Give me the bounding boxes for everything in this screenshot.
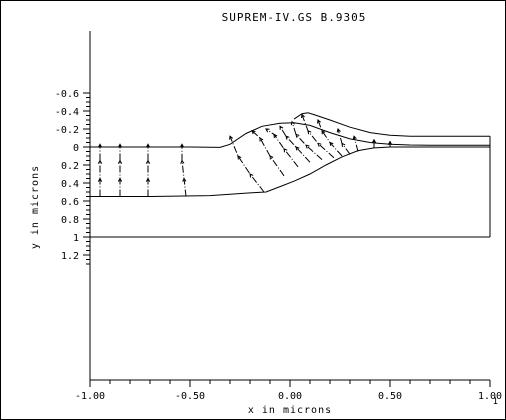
y-tick-label: 1 bbox=[73, 233, 79, 244]
axes bbox=[89, 31, 490, 381]
flow-arrowhead bbox=[273, 133, 278, 138]
flow-arrowhead bbox=[290, 120, 295, 126]
flow-arrowhead bbox=[251, 130, 256, 135]
flow-arrowhead bbox=[97, 177, 103, 182]
chart-title: SUPREM-IV.GS B.9305 bbox=[222, 11, 367, 24]
flow-line-8 bbox=[279, 126, 311, 163]
flow-arrowhead bbox=[279, 125, 284, 130]
flow-arrowhead bbox=[295, 146, 300, 151]
flow-arrowhead bbox=[97, 159, 103, 164]
y-tick-label: 0.4 bbox=[61, 179, 79, 190]
flow-arrowhead bbox=[265, 128, 270, 133]
flow-arrowhead bbox=[305, 144, 310, 149]
x-ticks: -1.00 -0.50 0.00 0.50 1.00 bbox=[75, 380, 502, 402]
flow-arrowhead bbox=[237, 155, 242, 160]
y-ticks: -0.6 -0.4 -0.2 0 0.2 0.4 0.6 0.8 1 1.2 bbox=[55, 89, 90, 265]
flow-arrowhead bbox=[307, 129, 312, 135]
flow-line-10 bbox=[301, 114, 335, 159]
flow-line-9 bbox=[291, 121, 323, 160]
boundary-line-1 bbox=[90, 122, 490, 148]
flow-arrowhead bbox=[329, 141, 334, 147]
flow-arrowhead bbox=[182, 177, 187, 182]
x-tick-label: 0.50 bbox=[378, 391, 402, 402]
flow-arrowhead bbox=[341, 142, 346, 147]
x-tick-label: -1.00 bbox=[75, 391, 105, 402]
boundary-line-3 bbox=[90, 146, 490, 197]
y-tick-label: 0.8 bbox=[61, 215, 79, 226]
flow-arrowhead bbox=[117, 159, 123, 164]
y-tick-label: 1.2 bbox=[61, 251, 79, 262]
y-tick-label: -0.6 bbox=[55, 89, 79, 100]
flow-arrowhead bbox=[285, 135, 290, 140]
flow-arrowhead bbox=[295, 133, 300, 138]
y-tick-label: 0.6 bbox=[61, 197, 79, 208]
flow-arrowhead bbox=[301, 113, 305, 119]
page-number: 1 bbox=[493, 397, 498, 407]
flow-arrowhead bbox=[117, 177, 123, 182]
vector-layer bbox=[97, 113, 393, 197]
flow-line-11 bbox=[317, 119, 343, 157]
y-tick-label: 0.2 bbox=[61, 161, 79, 172]
flow-line-12 bbox=[337, 128, 351, 155]
flow-arrowhead bbox=[283, 147, 288, 153]
boundary-line-2 bbox=[293, 112, 490, 137]
flow-arrowhead bbox=[145, 159, 151, 164]
flow-arrowhead bbox=[145, 143, 151, 148]
flow-arrowhead bbox=[249, 173, 254, 178]
flow-arrowhead bbox=[269, 155, 274, 160]
x-tick-label: 0.00 bbox=[278, 391, 302, 402]
y-tick-label: -0.4 bbox=[55, 107, 79, 118]
flow-arrowhead bbox=[229, 135, 234, 140]
flow-arrowhead bbox=[180, 159, 185, 164]
flow-arrowhead bbox=[336, 127, 341, 133]
flow-arrowhead bbox=[317, 142, 322, 147]
flow-arrowhead bbox=[321, 129, 326, 135]
x-axis-title: x in microns bbox=[248, 405, 332, 416]
flow-arrowhead bbox=[259, 137, 264, 142]
flow-line-5 bbox=[229, 136, 265, 193]
flow-arrowhead bbox=[352, 135, 357, 140]
flow-arrowhead bbox=[145, 177, 151, 182]
flow-arrowhead bbox=[317, 119, 321, 124]
x-tick-label: 1.00 bbox=[478, 391, 502, 402]
flow-line-7 bbox=[265, 128, 299, 168]
y-tick-label: -0.2 bbox=[55, 125, 79, 136]
series-layer bbox=[90, 112, 491, 238]
x-tick-label: -0.50 bbox=[175, 391, 205, 402]
flow-line-4 bbox=[181, 144, 187, 197]
y-tick-label: 0 bbox=[73, 143, 79, 154]
flow-arrowhead bbox=[97, 143, 103, 148]
flow-arrowhead bbox=[117, 143, 123, 148]
flow-line-13 bbox=[353, 136, 359, 152]
y-axis-title: y in microns bbox=[30, 165, 41, 249]
flow-arrowhead bbox=[371, 138, 377, 144]
flow-arrowhead bbox=[179, 143, 185, 148]
flow-line-6 bbox=[251, 130, 285, 177]
flow-arrowhead bbox=[387, 140, 393, 145]
